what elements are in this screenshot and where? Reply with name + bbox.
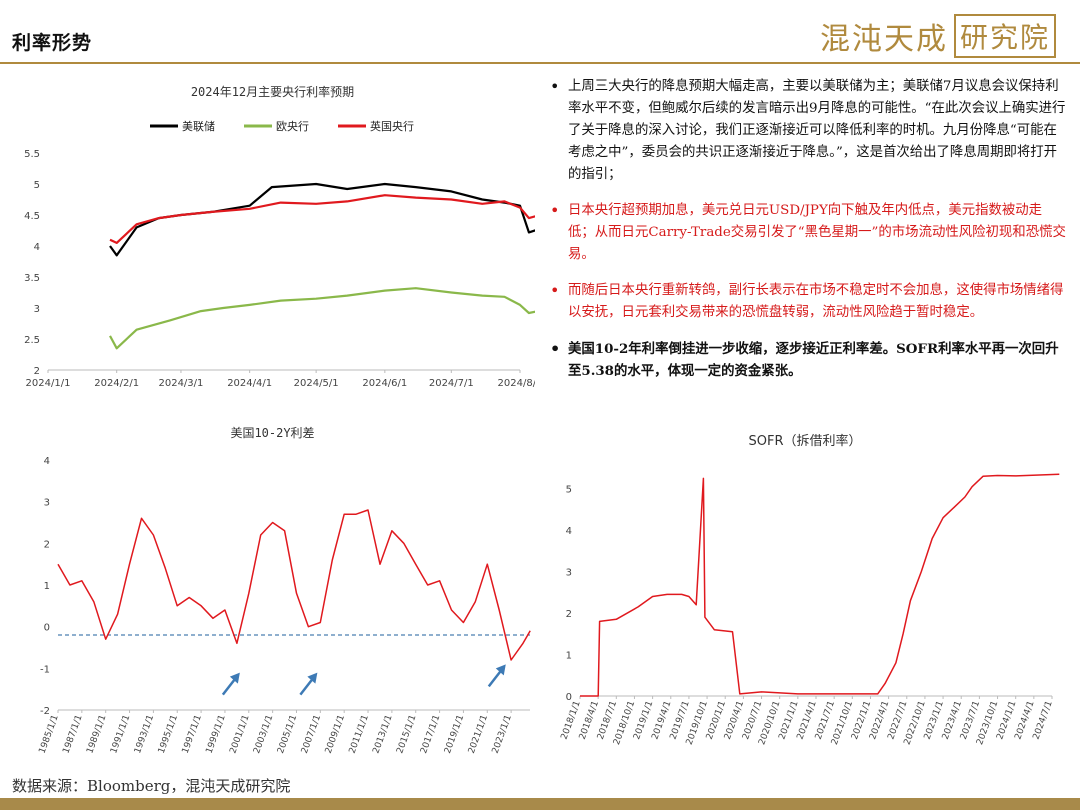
y-tick-label: 3 [566,568,572,579]
x-tick-label: 2024/8/1 [498,378,535,389]
commentary-list: 上周三大央行的降息预期大幅走高，主要以美联储为主；美联储7月议息会议保持利率水平… [548,76,1068,396]
series-line-英国央行 [109,194,545,244]
y-tick-label: 4 [34,242,40,253]
series-line-美联储 [109,182,545,257]
x-tick-label: 1985/1/1 [38,714,61,755]
commentary-item: 上周三大央行的降息预期大幅走高，主要以美联储为主；美联储7月议息会议保持利率水平… [548,76,1068,186]
x-tick-label: 2017/1/1 [419,714,442,755]
y-tick-label: 2.5 [24,335,40,346]
y-tick-label: 2 [44,539,50,550]
chart-title: 美国10-2Y利差 [230,426,315,440]
y-tick-label: 5 [566,485,572,496]
commentary-item: 美国10-2年利率倒挂进一步收缩，逐步接近正利率差。SOFR利率水平再一次回升至… [548,338,1068,382]
central-bank-chart-plot: 2 2.5 3 3.5 4 4.5 5 5.5 2024/1/1 2024/2/1 2024/3/1… [24,119,545,389]
x-tick-label: 2007/1/1 [300,714,323,755]
series-line [580,473,1060,697]
page-title: 利率形势 [12,32,93,54]
spread-chart: 美国10-2Y利差 -2 -1 0 1 2 3 4 1985/1/1 1987/1/1 1989/… [10,420,535,770]
x-tick-label: 2024/6/1 [362,378,407,389]
x-tick-label: 1999/1/1 [205,714,228,755]
y-tick-label: 0 [44,623,50,634]
x-tick-label: 2024/5/1 [294,378,339,389]
chart-title: 2024年12月主要央行利率预期 [190,85,355,99]
x-tick-label: 2023/1/1 [491,714,514,755]
y-tick-label: 2 [34,366,40,377]
sofr-chart-plot: 0123452018/1/12018/4/12018/7/12018/10/12… [560,473,1060,746]
data-source-note: 数据来源：Bloomberg，混沌天成研究院 [12,777,291,795]
x-tick-label: 1997/1/1 [181,714,204,755]
logo-box-text: 研究院 [953,14,1056,58]
legend-label: 英国央行 [370,119,414,133]
spread-chart-plot: -2 -1 0 1 2 3 4 1985/1/1 1987/1/1 1989/1/1 1991/1/… [38,456,531,755]
y-tick-label: 4 [44,456,50,467]
commentary-item: 日本央行超预期加息，美元兑日元USD/JPY向下触及年内低点，美元指数被动走低；… [548,200,1068,266]
y-tick-label: -1 [40,664,50,675]
x-tick-label: 1987/1/1 [61,714,84,755]
x-tick-label: 2003/1/1 [252,714,275,755]
series-line-欧央行 [109,287,545,350]
y-tick-label: 5.5 [24,149,40,160]
annotation-arrow [221,672,240,696]
arrow-head [307,672,318,684]
x-tick-label: 2011/1/1 [348,714,371,755]
x-tick-label: 2021/1/1 [467,714,490,755]
x-tick-label: 2024/3/1 [158,378,203,389]
series-line [57,509,531,661]
y-tick-label: 5 [34,180,40,191]
y-tick-label: 1 [44,581,50,592]
y-tick-label: 0 [566,692,572,703]
chart-title: SOFR（拆借利率） [748,434,862,449]
company-logo: 混沌天成 研究院 [820,14,1056,58]
legend-label: 美联储 [182,119,215,133]
x-tick-label: 2001/1/1 [228,714,251,755]
x-tick-label: 2024/7/1 [429,378,474,389]
sofr-chart: SOFR（拆借利率） 0 1 2 3 4 5 2018/1/1 2018/4/1 2018/7/… [540,428,1070,773]
x-tick-label: 2009/1/1 [324,714,347,755]
x-tick-label: 2024/2/1 [94,378,139,389]
x-tick-label: 2015/1/1 [395,714,418,755]
arrow-head [229,672,240,684]
commentary-item: 而随后日本央行重新转鸽，副行长表示在市场不稳定时不会加息，这使得市场情绪得以安抚… [548,280,1068,324]
y-tick-label: 4.5 [24,211,40,222]
annotation-arrow [299,672,318,696]
x-tick-label: 2024/1/1 [26,378,71,389]
y-tick-label: 3.5 [24,273,40,284]
x-tick-label: 2013/1/1 [371,714,394,755]
header-divider [0,62,1080,64]
y-tick-label: 1 [566,651,572,662]
y-tick-label: 3 [44,498,50,509]
legend-label: 欧央行 [276,120,309,133]
x-tick-label: 1991/1/1 [109,714,132,755]
x-tick-label: 1995/1/1 [157,714,180,755]
y-tick-label: 3 [34,304,40,315]
footer-bar [0,798,1080,810]
x-tick-label: 2024/4/1 [227,378,272,389]
arrow-head [495,664,506,676]
central-bank-chart: 2024年12月主要央行利率预期 2 2.5 3 3.5 4 4.5 5 5.5 2024/1/… [10,75,545,395]
annotation-arrow [487,664,506,688]
x-tick-label: 1993/1/1 [133,714,156,755]
x-tick-label: 2019/1/1 [443,714,466,755]
x-tick-label: 2005/1/1 [276,714,299,755]
logo-main-text: 混沌天成 [819,22,948,57]
y-tick-label: 4 [566,526,572,537]
y-tick-label: -2 [40,706,50,717]
x-tick-label: 1989/1/1 [85,714,108,755]
y-tick-label: 2 [566,609,572,620]
